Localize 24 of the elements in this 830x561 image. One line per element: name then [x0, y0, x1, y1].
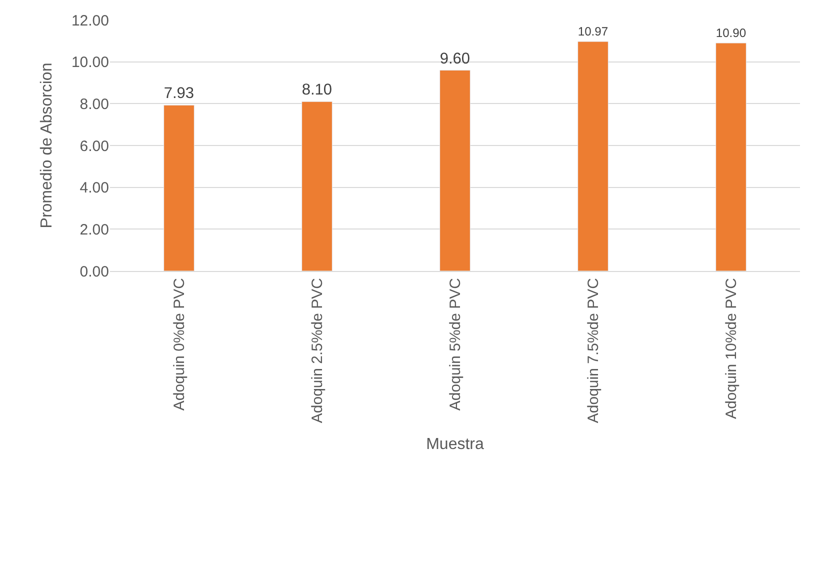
y-tick-label: 4.00: [80, 180, 109, 197]
data-label: 10.90: [716, 26, 746, 40]
y-tick-label: 10.00: [71, 54, 109, 72]
x-axis-title: Muestra: [426, 436, 484, 453]
y-tick-label: 2.00: [80, 221, 109, 238]
x-tick-label: Adoquin 2.5%de PVC: [308, 278, 326, 424]
bar: [578, 41, 608, 271]
data-label: 7.93: [164, 85, 194, 102]
x-tick-label: Adoquin 5%de PVC: [446, 278, 464, 411]
data-label: 10.97: [578, 24, 608, 39]
x-tick-label: Adoquin 10%de PVC: [722, 278, 740, 419]
y-tick-label: 8.00: [80, 96, 109, 113]
y-tick-label: 12.00: [71, 12, 109, 30]
x-tick-label: Adoquin 7.5%de PVC: [584, 278, 602, 424]
bar: [440, 70, 470, 271]
y-tick-label: 0.00: [80, 263, 109, 280]
y-axis-title: Promedio de Absorcion: [38, 62, 56, 228]
data-label: 8.10: [302, 82, 332, 99]
bar: [164, 104, 194, 271]
bar: [716, 42, 746, 271]
x-tick-label: Adoquin 0%de PVC: [170, 278, 188, 411]
y-tick-label: 6.00: [80, 138, 109, 155]
data-label: 9.60: [440, 50, 470, 68]
bar: [302, 101, 332, 271]
